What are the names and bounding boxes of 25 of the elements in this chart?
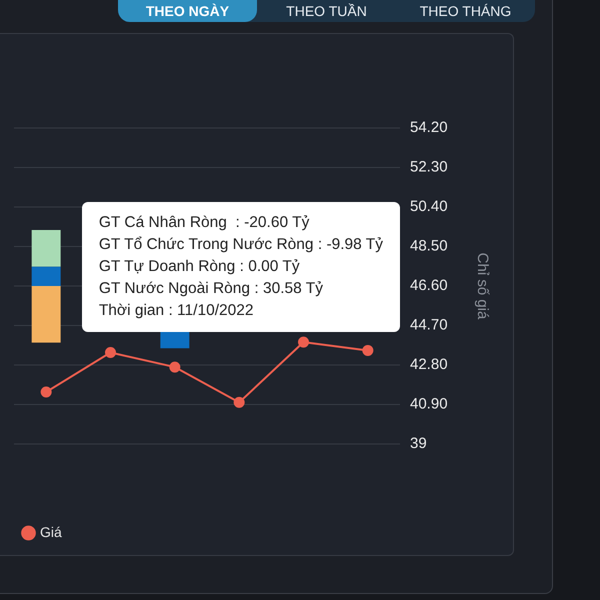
y-tick-label: 54.20 xyxy=(410,119,448,136)
y-tick-label: 39 xyxy=(410,435,427,452)
tab[interactable]: THEO NGÀY xyxy=(118,0,257,22)
point xyxy=(362,344,374,356)
annotation: Thời gian : 11/10/2022 xyxy=(98,300,254,321)
y-tick-label: 46.60 xyxy=(410,277,448,294)
point xyxy=(40,386,52,398)
legend-label: Giá xyxy=(40,524,62,540)
annotation: GT Tự Doanh Ròng : 0.00 Tỷ xyxy=(98,257,301,278)
annotation: GT Cá Nhân Ròng : -20.60 Tỷ xyxy=(98,213,310,234)
y-tick-label: 52.30 xyxy=(410,158,448,176)
point xyxy=(169,362,180,373)
y-tick-label: 50.40 xyxy=(410,198,448,216)
tab[interactable]: THEO THÁNG xyxy=(396,0,535,22)
point xyxy=(105,347,116,358)
y-tick-label: 40.90 xyxy=(410,396,448,413)
y-axis-title: Chỉ số giá xyxy=(474,252,491,320)
y-tick-label: 44.70 xyxy=(410,316,448,334)
point xyxy=(298,336,309,348)
annotation: GT Nước Ngoài Ròng : 30.58 Tỷ xyxy=(98,278,324,299)
tab[interactable]: THEO TUẦN xyxy=(257,0,396,22)
y-tick-label: 48.50 xyxy=(410,238,448,255)
point xyxy=(234,396,245,408)
annotation: GT Tổ Chức Trong Nước Ròng : -9.98 Tỷ xyxy=(98,235,384,256)
y-tick-label: 42.80 xyxy=(410,356,448,374)
